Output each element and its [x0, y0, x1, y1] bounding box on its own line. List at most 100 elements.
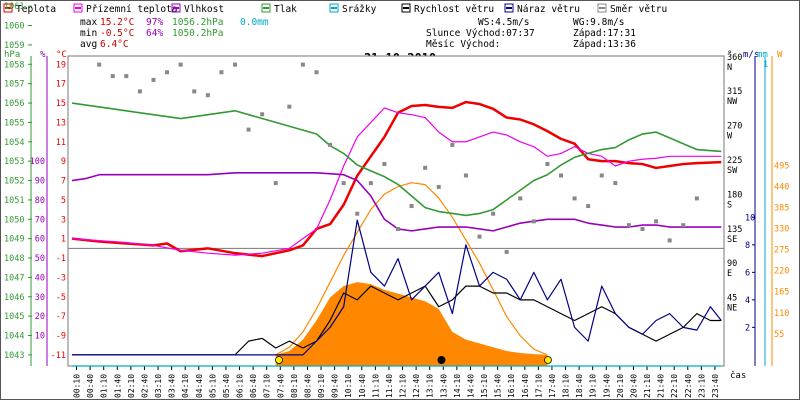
legend-label: Teplota [16, 4, 56, 15]
axis-temp-tick: 15 [56, 99, 66, 109]
axis-wm2-tick: 385 [774, 204, 789, 214]
x-tick-label: 08:10 [290, 374, 299, 398]
axis-temp-tick: 7 [61, 177, 66, 187]
axis-hpa-tick: 1054 [4, 138, 24, 148]
wind-direction-point [463, 173, 468, 178]
axis-hpa-tick: 1061 [4, 2, 24, 12]
x-tick-label: 06:40 [249, 374, 258, 398]
axis-dir-tick: 180 [727, 190, 742, 200]
x-tick-label: 05:40 [222, 374, 231, 398]
wind-direction-point [626, 223, 631, 228]
stats-max-temp: 15.2°C [100, 17, 134, 28]
axis-wm2-tick: 275 [774, 246, 789, 256]
x-tick-label: 07:10 [263, 374, 272, 398]
axis-temp-tick: -9 [56, 332, 66, 342]
axis-hpa-tick: 1048 [4, 254, 24, 264]
axis-hpa-tick: 1056 [4, 99, 24, 109]
wind-direction-point [205, 93, 210, 98]
axis-dir-tick: 360 [727, 53, 742, 63]
wind-direction-point [504, 249, 509, 254]
axis-hpa-tick: 1057 [4, 80, 24, 90]
info-moon: Měsíc Východ: [426, 39, 500, 50]
axis-dir-tick-label: S [727, 200, 732, 210]
legend: Teplota Přízemní teplota Vlhkost Tlak Srážky… [3, 3, 667, 15]
axis-dir-tick-label: N [727, 63, 732, 73]
x-tick-label: 12:40 [412, 374, 421, 398]
axis-dir-tick: 90 [727, 259, 737, 269]
x-tick-label: 18:40 [575, 374, 584, 398]
axis-dir-tick-label: W [727, 132, 733, 142]
axis-hpa-tick: 1059 [4, 41, 24, 51]
wind-direction-point [409, 204, 414, 209]
x-tick-label: 22:40 [684, 374, 693, 398]
wind-direction-point [110, 74, 115, 79]
wind-direction-point [192, 89, 197, 94]
x-tick-label: 06:10 [236, 374, 245, 398]
stats-min-label: min [80, 28, 97, 39]
wind-direction-point [368, 181, 373, 186]
wind-direction-point [423, 165, 428, 170]
wind-direction-point [491, 211, 496, 216]
x-tick-label: 23:10 [697, 374, 706, 398]
axis-hpa-tick: 1049 [4, 235, 24, 245]
x-tick-label: 16:40 [521, 374, 530, 398]
wind-direction-point [450, 142, 455, 147]
legend-swatch [3, 3, 13, 13]
info-panel: WS:4.5m/s WG:9.8m/s Slunce Východ:07:37 … [426, 17, 636, 50]
axis-dir-tick-label: NW [727, 97, 738, 107]
axis-pct-tick: 100 [30, 157, 45, 167]
x-tick-label: 13:10 [426, 374, 435, 398]
stats-avg-label: avg [80, 39, 97, 50]
info-sun-set: Západ:17:31 [573, 28, 636, 39]
x-tick-label: 08:40 [303, 374, 312, 398]
x-tick-label: 00:40 [86, 374, 95, 398]
axis-wm2-tick: 330 [774, 225, 789, 235]
axis-rain-tick: 1 [763, 60, 768, 70]
axis-dir-tick-label: SE [727, 235, 737, 245]
x-tick-label: 02:40 [140, 374, 149, 398]
wind-direction-point [586, 204, 591, 209]
legend-swatch [504, 3, 514, 13]
axis-hpa-tick: 1051 [4, 196, 24, 206]
legend-swatch [73, 3, 83, 13]
axis-temp-title: °C [56, 50, 67, 60]
x-tick-label: 19:10 [589, 374, 598, 398]
x-tick-label: 19:40 [602, 374, 611, 398]
axis-wm2-tick: 165 [774, 288, 789, 298]
axis-hpa-tick: 1044 [4, 332, 24, 342]
wind-direction-point [667, 238, 672, 243]
stats-max-label: max [80, 17, 97, 28]
axis-pct-tick: 10 [35, 332, 45, 342]
wind-direction-point [694, 196, 699, 201]
wind-direction-point [341, 181, 346, 186]
axis-wind-tick: 8 [745, 241, 750, 251]
axis-temp-tick: -3 [56, 273, 66, 283]
x-tick-label: 00:10 [73, 374, 82, 398]
axis-temp-tick: 3 [61, 215, 66, 225]
axis-dir-tick-label: NE [727, 304, 737, 314]
wind-direction-point [681, 223, 686, 228]
axis-wm2-tick: 110 [774, 309, 789, 319]
axis-dir-title: ° [727, 50, 732, 60]
legend-label: Vlhkost [184, 4, 224, 15]
stats-avg-temp: 6.4°C [100, 39, 129, 50]
x-tick-label: 10:10 [344, 374, 353, 398]
legend-swatch [401, 3, 411, 13]
wind-direction-point [545, 162, 550, 166]
axis-hpa-tick: 1053 [4, 157, 24, 167]
wind-direction-point [260, 112, 265, 117]
wind-direction-point [97, 62, 102, 67]
x-tick-label: 22:10 [670, 374, 679, 398]
x-tick-label: 20:10 [616, 374, 625, 398]
axis-wm2-tick: 55 [774, 330, 784, 340]
x-tick-label: 15:40 [494, 374, 503, 398]
axis-temp-tick: -7 [56, 312, 66, 322]
axis-wm2-tick: 220 [774, 267, 789, 277]
wind-direction-point [613, 181, 618, 186]
axis-hpa-title: hPa [4, 50, 20, 60]
info-sun: Slunce Východ:07:37 [426, 28, 535, 39]
wind-direction-point [300, 62, 305, 67]
series-tlak-line [71, 102, 722, 217]
axis-hpa-tick: 1060 [4, 22, 24, 32]
